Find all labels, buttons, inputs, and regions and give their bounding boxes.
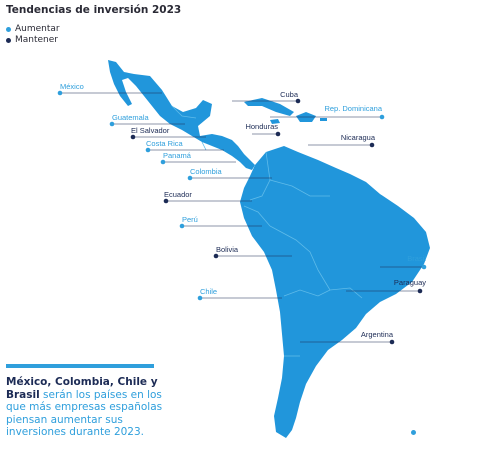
south-america-landmass bbox=[240, 146, 430, 438]
label-paraguay: Paraguay bbox=[394, 278, 426, 287]
country-markers bbox=[57, 90, 427, 345]
caption-bold: México, Colombia, Chile y Brasil bbox=[6, 376, 158, 401]
legend-item-mantener: Mantener bbox=[6, 35, 58, 45]
bolivia-marker bbox=[213, 253, 219, 259]
label-el-salvador: El Salvador bbox=[131, 126, 170, 135]
label-argentina: Argentina bbox=[361, 330, 394, 339]
cuba-island bbox=[244, 98, 294, 116]
cuba-marker bbox=[295, 98, 301, 104]
country-borders bbox=[171, 105, 363, 357]
chile-marker bbox=[197, 295, 203, 301]
panama-marker bbox=[160, 159, 166, 165]
mexico-marker bbox=[57, 90, 63, 96]
brasil-marker bbox=[421, 264, 427, 270]
guatemala-marker bbox=[109, 121, 115, 127]
label-rep-dominicana: Rep. Dominicana bbox=[324, 104, 382, 113]
label-bolivia: Bolivia bbox=[216, 245, 239, 254]
label-costa-rica: Costa Rica bbox=[146, 139, 184, 148]
label-guatemala: Guatemala bbox=[112, 113, 150, 122]
country-labels: México Guatemala El Salvador Costa Rica … bbox=[60, 82, 426, 339]
el-salvador-marker bbox=[130, 134, 136, 140]
label-panama: Panamá bbox=[163, 151, 192, 160]
jamaica-island bbox=[270, 119, 280, 124]
nicaragua-marker bbox=[369, 142, 375, 148]
legend-label-mantener: Mantener bbox=[15, 35, 58, 45]
caption-rest: serán los países en los que más empresas… bbox=[6, 388, 163, 439]
leader-lines bbox=[60, 92, 424, 343]
label-mexico: México bbox=[60, 82, 84, 91]
label-chile: Chile bbox=[200, 287, 217, 296]
map-title: Tendencias de inversión 2023 bbox=[6, 4, 182, 16]
label-cuba: Cuba bbox=[280, 90, 299, 99]
legend-item-aumentar: Aumentar bbox=[6, 24, 60, 34]
label-colombia: Colombia bbox=[190, 167, 223, 176]
caption-accent-bar bbox=[6, 364, 154, 368]
honduras-marker bbox=[275, 131, 281, 137]
peru-marker bbox=[179, 223, 185, 229]
label-honduras: Honduras bbox=[245, 122, 278, 131]
argentina-marker bbox=[389, 339, 395, 345]
label-nicaragua: Nicaragua bbox=[341, 133, 376, 142]
colombia-marker bbox=[187, 175, 193, 181]
puerto-rico-island bbox=[320, 118, 327, 121]
legend-label-aumentar: Aumentar bbox=[15, 24, 60, 34]
corner-decorative-dot bbox=[411, 430, 416, 435]
aumentar-dot bbox=[6, 26, 11, 32]
label-ecuador: Ecuador bbox=[164, 190, 192, 199]
costa-rica-marker bbox=[145, 147, 151, 153]
label-brasil: Brasil bbox=[407, 254, 426, 263]
ecuador-marker bbox=[163, 198, 169, 204]
caption-text: México, Colombia, Chile y Brasil serán l… bbox=[6, 376, 174, 439]
paraguay-marker bbox=[417, 288, 423, 294]
label-peru: Perú bbox=[182, 215, 198, 224]
mantener-dot bbox=[6, 37, 11, 43]
rep-dominicana-marker bbox=[379, 114, 385, 120]
